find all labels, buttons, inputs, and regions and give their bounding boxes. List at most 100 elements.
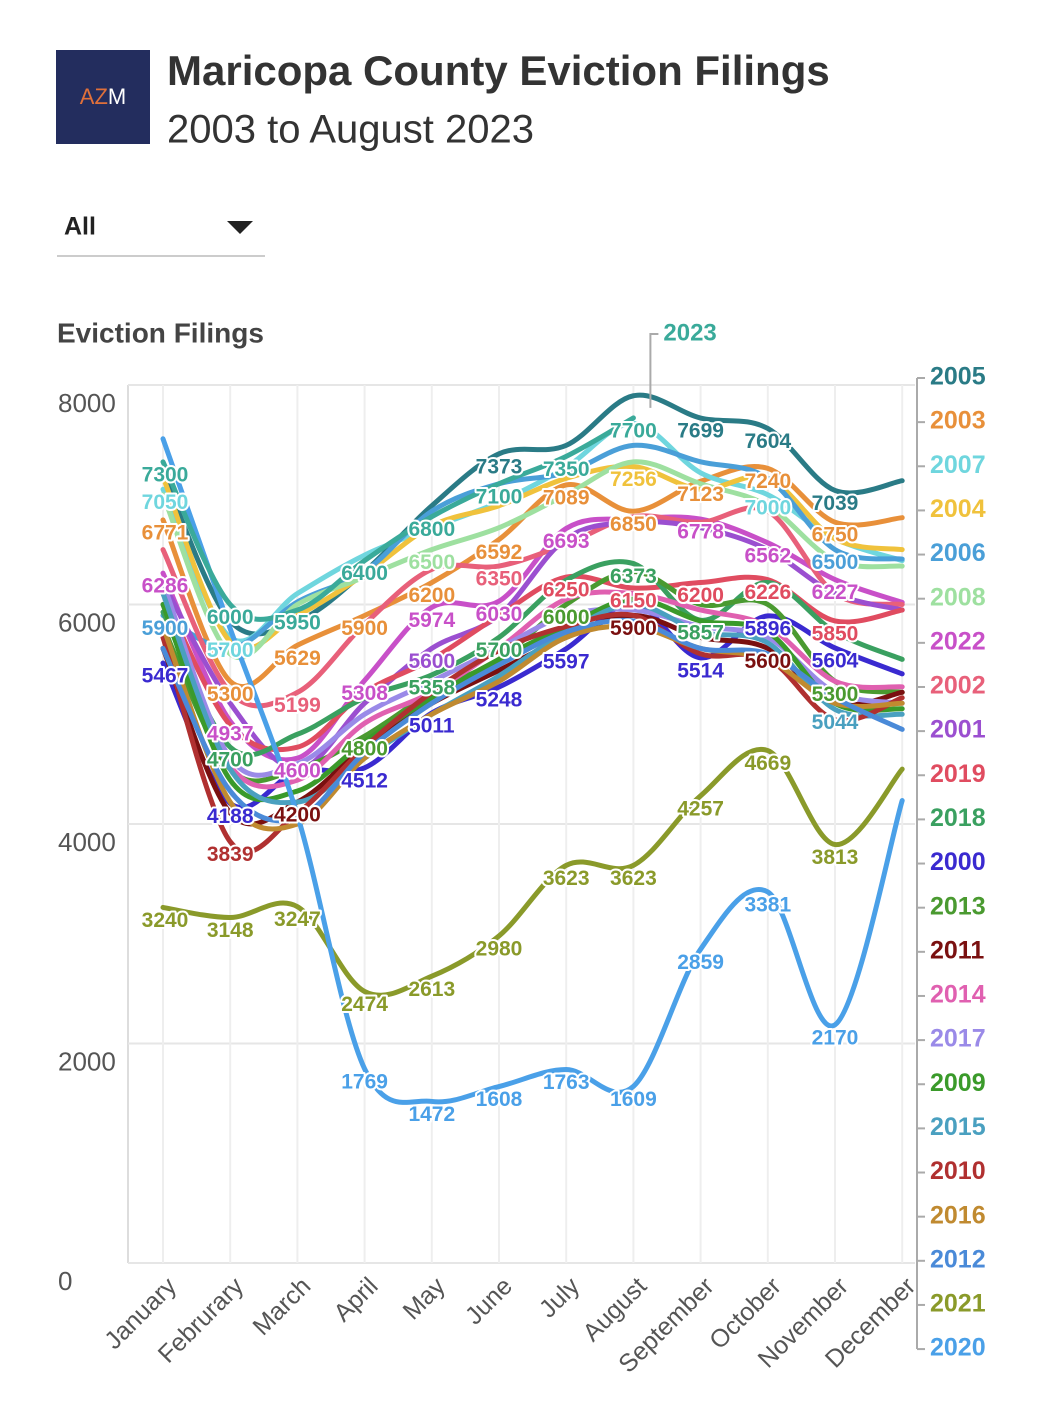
- legend-entry: 2016: [930, 1201, 986, 1229]
- data-label: 6000: [543, 606, 590, 629]
- data-label: 7039: [812, 492, 859, 515]
- legend-entry: 2002: [930, 672, 986, 700]
- data-label: 5900: [341, 617, 388, 640]
- data-label: 3813: [812, 846, 859, 869]
- data-label: 7373: [476, 455, 523, 478]
- data-label: 6226: [744, 581, 791, 604]
- data-label: 5199: [274, 694, 321, 717]
- series-line: [160, 601, 905, 811]
- series-line: [160, 505, 905, 709]
- data-label: 7700: [610, 419, 657, 442]
- data-label: 5896: [744, 617, 791, 640]
- data-label: 6778: [677, 521, 724, 544]
- data-label: 5900: [142, 617, 189, 640]
- data-label: 6150: [610, 590, 657, 613]
- dropdown-value[interactable]: All: [64, 213, 96, 241]
- data-label: 6373: [610, 565, 657, 588]
- series-line: [160, 519, 905, 772]
- chart-title: Maricopa County Eviction Filings: [167, 47, 830, 94]
- series-line: [160, 559, 905, 758]
- legend-entry: 2015: [930, 1113, 986, 1141]
- data-label: 4937: [207, 723, 254, 746]
- data-label: 3247: [274, 908, 321, 931]
- data-label: 6200: [677, 584, 724, 607]
- data-label: 4257: [677, 797, 724, 820]
- data-label: 6200: [408, 584, 455, 607]
- data-label: 1769: [341, 1070, 388, 1093]
- chart-subtitle: 2003 to August 2023: [167, 108, 534, 152]
- legend-entry: 2019: [930, 760, 986, 788]
- data-label: 4200: [274, 804, 321, 827]
- series-line: [160, 623, 905, 832]
- data-label: 6227: [812, 581, 859, 604]
- series-line: [160, 591, 905, 806]
- data-label: 2170: [812, 1026, 859, 1049]
- legend-entry: 2018: [930, 804, 986, 832]
- data-label: 7089: [543, 487, 590, 510]
- data-label: 5900: [610, 617, 657, 640]
- logo-part: M: [108, 84, 126, 109]
- data-label: 7123: [677, 483, 724, 506]
- series-line: [160, 459, 905, 660]
- data-label: 6800: [408, 518, 455, 541]
- data-label: 4188: [207, 805, 254, 828]
- series-line: [160, 589, 905, 790]
- data-label: 6592: [476, 541, 523, 564]
- legend-entry: 2020: [930, 1334, 986, 1362]
- data-label: 7000: [744, 496, 791, 519]
- data-label: 5857: [677, 622, 724, 645]
- series-line: [160, 580, 905, 778]
- data-label: 4669: [744, 752, 791, 775]
- data-label: 5044: [812, 711, 859, 734]
- legend-entry: 2012: [930, 1245, 986, 1273]
- data-label: 5700: [207, 639, 254, 662]
- data-label: 5248: [476, 689, 523, 712]
- data-label: 7300: [142, 463, 189, 486]
- legend-entry: 2021: [930, 1290, 986, 1318]
- legend-entry: 2009: [930, 1069, 986, 1097]
- legend-entry: 2007: [930, 451, 986, 479]
- data-label: 7699: [677, 420, 724, 443]
- series-line: [160, 746, 905, 998]
- y-axis-title: Eviction Filings: [57, 317, 264, 348]
- data-label: 1609: [610, 1088, 657, 1111]
- data-label: 6850: [610, 513, 657, 536]
- series-line: [160, 415, 636, 622]
- logo-part: AZ: [80, 84, 108, 109]
- series-line: [160, 442, 905, 651]
- legend-entry: 2008: [930, 583, 986, 611]
- legend-entry: 2003: [930, 407, 986, 435]
- data-label: 6030: [476, 603, 523, 626]
- series-line: [160, 436, 905, 1105]
- data-label: 2474: [341, 993, 388, 1016]
- data-label: 5308: [341, 682, 388, 705]
- data-label: 7050: [142, 491, 189, 514]
- x-tick-label: March: [247, 1272, 316, 1341]
- data-label: 6000: [207, 606, 254, 629]
- data-label: 6286: [142, 575, 189, 598]
- legend-entry: 2011: [930, 936, 984, 964]
- legend-entry: 2001: [930, 716, 986, 744]
- x-tick-label: April: [328, 1272, 383, 1327]
- data-label: 6500: [812, 551, 859, 574]
- data-label: 7350: [543, 458, 590, 481]
- data-label: 6400: [341, 562, 388, 585]
- x-tick-label: June: [460, 1272, 518, 1330]
- x-tick-label: May: [398, 1272, 452, 1326]
- legend-entry: 2022: [930, 627, 986, 655]
- data-label: 3148: [207, 919, 254, 942]
- legend-entry: 2013: [930, 892, 986, 920]
- series-line: [160, 463, 905, 690]
- data-label: 7256: [610, 468, 657, 491]
- data-label: 5700: [476, 639, 523, 662]
- series-line: [160, 612, 905, 827]
- data-label: 3623: [543, 867, 590, 890]
- dropdown[interactable]: All: [57, 213, 265, 257]
- data-label: 5600: [408, 650, 455, 673]
- data-label: 4800: [341, 738, 388, 761]
- legend-entry: 2017: [930, 1025, 986, 1053]
- data-label: 6350: [476, 568, 523, 591]
- data-label: 5467: [142, 665, 189, 688]
- dropdown-arrow[interactable]: [227, 221, 253, 234]
- legend-entry: 2014: [930, 981, 986, 1009]
